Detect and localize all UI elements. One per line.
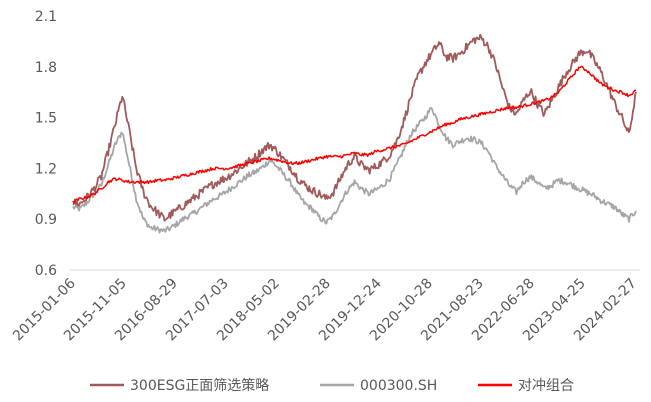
legend-label: 000300.SH xyxy=(360,378,437,394)
plot-area xyxy=(72,33,637,234)
series-line-1 xyxy=(72,107,637,234)
legend-label: 300ESG正面筛选策略 xyxy=(130,377,269,394)
y-tick-label: 0.9 xyxy=(35,212,57,228)
y-tick-label: 0.6 xyxy=(35,263,57,279)
legend: 300ESG正面筛选策略 000300.SH 对冲组合 xyxy=(90,377,574,394)
y-tick-label: 1.2 xyxy=(35,161,57,177)
series-line-0 xyxy=(72,33,637,222)
x-axis: 2015-01-062015-11-052016-08-292017-07-03… xyxy=(10,269,640,344)
y-axis: 0.6 0.9 1.2 1.5 1.8 2.1 xyxy=(35,9,57,279)
y-tick-label: 1.8 xyxy=(35,60,57,76)
legend-label: 对冲组合 xyxy=(518,378,574,394)
series-line-2 xyxy=(72,65,637,204)
y-tick-label: 1.5 xyxy=(35,111,57,127)
y-tick-label: 2.1 xyxy=(35,9,57,25)
